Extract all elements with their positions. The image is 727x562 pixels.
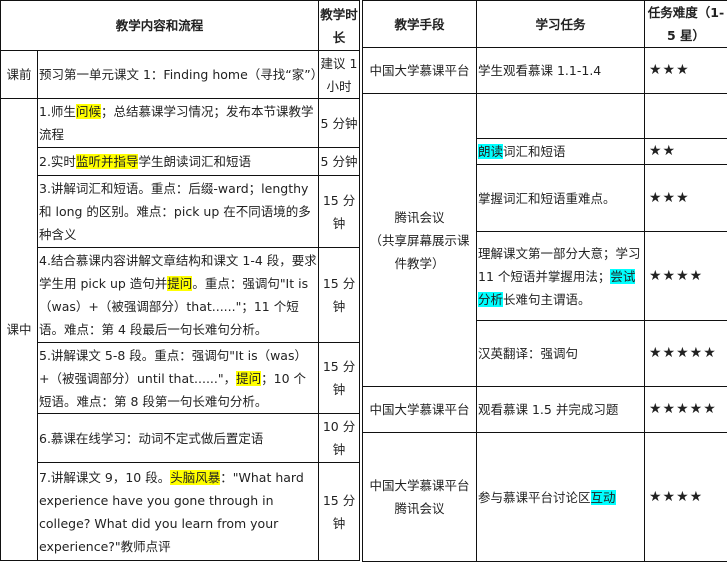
task-cell: 学生观看慕课 1.1-1.4 — [477, 48, 645, 94]
header-task: 学习任务 — [477, 1, 645, 48]
task-text: 词汇和短语 — [503, 144, 566, 159]
duration-cell: 15 分钟 — [319, 176, 360, 248]
difficulty-stars: ★★★★★ — [645, 387, 727, 433]
content-cell: 1.师生问候；总结慕课学习情况；发布本节课教学流程 — [38, 99, 319, 148]
means-cell: 中国大学慕课平台 — [363, 387, 477, 433]
difficulty-stars: ★★ — [645, 139, 727, 165]
duration-cell: 15 分钟 — [319, 343, 360, 414]
difficulty-stars: ★★★★ — [645, 232, 727, 321]
content-cell: 3.讲解词汇和短语。重点：后缀-ward；lengthy 和 long 的区别。… — [38, 176, 319, 248]
highlight-text: 提问 — [236, 371, 261, 386]
difficulty-stars: ★★★ — [645, 48, 727, 94]
difficulty-stars — [645, 94, 727, 139]
highlight-text: 朗读 — [478, 144, 503, 159]
highlight-text: 互动 — [591, 490, 616, 505]
duration-cell: 15 分钟 — [319, 248, 360, 343]
duration-cell: 10 分钟 — [319, 414, 360, 463]
content-text: 1.师生 — [39, 104, 76, 119]
task-cell: 参与慕课平台讨论区互动 — [477, 433, 645, 562]
stage-in-class: 课中 — [1, 99, 38, 561]
content-cell: 4.结合慕课内容讲解文章结构和课文 1-4 段，要求学生用 pick up 造句… — [38, 248, 319, 343]
task-text: 掌握词汇和短语重难点。 — [478, 191, 616, 206]
lesson-content-table: 教学内容和流程 教学时长 课前 预习第一单元课文 1：Finding home（… — [0, 0, 360, 561]
highlight-text: 问候 — [76, 104, 101, 119]
content-text: 学生朗读词汇和短语 — [138, 154, 251, 169]
task-cell: 掌握词汇和短语重难点。 — [477, 165, 645, 232]
content-text: 7.讲解课文 9，10 段。 — [39, 470, 170, 485]
highlight-text: 提问 — [167, 276, 192, 291]
difficulty-stars: ★★★★ — [645, 433, 727, 562]
content-text: 3.讲解词汇和短语。重点：后缀-ward；lengthy 和 long 的区别。… — [39, 181, 311, 242]
difficulty-stars: ★★★ — [645, 165, 727, 232]
header-content: 教学内容和流程 — [1, 1, 319, 51]
stage-pre-class: 课前 — [1, 51, 38, 99]
header-difficulty: 任务难度（1-5 星） — [645, 1, 727, 48]
learning-task-table: 教学手段 学习任务 任务难度（1-5 星） 中国大学慕课平台 学生观看慕课 1.… — [362, 0, 727, 562]
content-cell: 预习第一单元课文 1：Finding home（寻找“家”） — [38, 51, 319, 99]
highlight-text: 头脑风暴 — [170, 470, 220, 485]
means-cell: 腾讯会议（共享屏幕展示课件教学） — [363, 94, 477, 387]
task-text: 参与慕课平台讨论区 — [478, 490, 591, 505]
duration-cell: 15 分钟 — [319, 463, 360, 561]
duration-cell: 5 分钟 — [319, 99, 360, 148]
content-text: 6.慕课在线学习：动词不定式做后置定语 — [39, 431, 263, 446]
task-cell — [477, 94, 645, 139]
content-cell: 6.慕课在线学习：动词不定式做后置定语 — [38, 414, 319, 463]
means-text: （共享屏幕展示课件教学） — [364, 229, 475, 275]
duration-cell: 5 分钟 — [319, 148, 360, 176]
task-text: 观看慕课 1.5 并完成习题 — [478, 402, 618, 417]
duration-cell: 建议 1 小时 — [319, 51, 360, 99]
task-cell: 汉英翻译：强调句 — [477, 321, 645, 387]
means-text: 腾讯会议 — [364, 206, 475, 229]
content-text: 2.实时 — [39, 154, 76, 169]
content-cell: 7.讲解课文 9，10 段。头脑风暴："What hard experience… — [38, 463, 319, 561]
means-cell: 中国大学慕课平台腾讯会议 — [363, 433, 477, 562]
highlight-text: 监听并指导 — [76, 154, 139, 169]
means-text: 中国大学慕课平台 — [364, 474, 475, 497]
difficulty-stars: ★★★★★ — [645, 321, 727, 387]
content-cell: 2.实时监听并指导学生朗读词汇和短语 — [38, 148, 319, 176]
content-cell: 5.讲解课文 5-8 段。重点：强调句"It is（was）+（被强调部分）un… — [38, 343, 319, 414]
task-text: 学生观看慕课 1.1-1.4 — [478, 63, 601, 78]
means-cell: 中国大学慕课平台 — [363, 48, 477, 94]
task-text: 汉英翻译：强调句 — [478, 346, 578, 361]
means-text: 腾讯会议 — [364, 497, 475, 520]
task-cell: 理解课文第一部分大意；学习 11 个短语并掌握用法；尝试分析长难句主谓语。 — [477, 232, 645, 321]
task-text: 长难句主谓语。 — [503, 292, 591, 307]
task-cell: 朗读词汇和短语 — [477, 139, 645, 165]
task-cell: 观看慕课 1.5 并完成习题 — [477, 387, 645, 433]
header-duration: 教学时长 — [319, 1, 360, 51]
header-means: 教学手段 — [363, 1, 477, 48]
content-text: 预习第一单元课文 1：Finding home（寻找“家”） — [39, 67, 319, 82]
